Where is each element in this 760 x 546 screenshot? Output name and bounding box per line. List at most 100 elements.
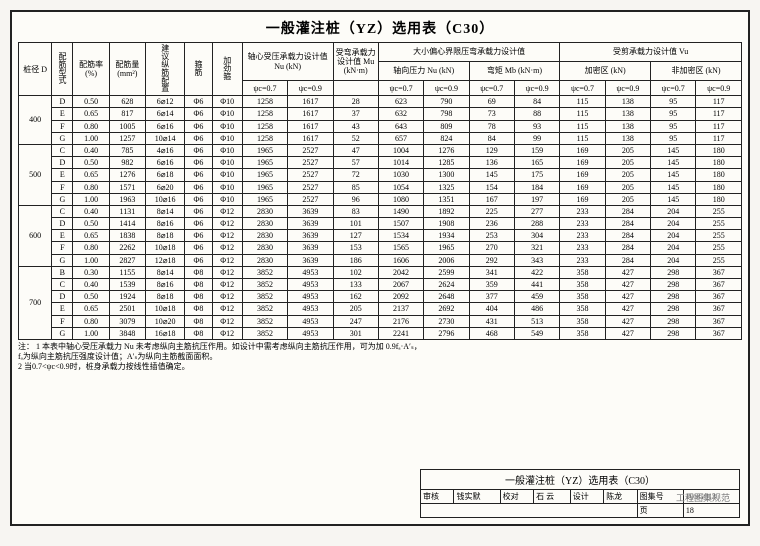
- v-des: 陈龙: [604, 490, 637, 504]
- cell: 549: [514, 327, 559, 339]
- cell: 2006: [424, 254, 469, 266]
- cell: 4953: [288, 303, 333, 315]
- cell: 301: [333, 327, 378, 339]
- table-row: G1.00282712⌀18Φ6Φ12283036391861606200629…: [19, 254, 742, 266]
- cell: 225: [469, 205, 514, 217]
- cell: 205: [605, 157, 650, 169]
- cell: 169: [560, 144, 605, 156]
- cell: 253: [469, 230, 514, 242]
- cell: 0.50: [73, 157, 109, 169]
- cell: 0.65: [73, 169, 109, 181]
- cell: Φ6: [185, 144, 212, 156]
- cell: 2241: [378, 327, 423, 339]
- sheet-frame: 一般灌注桩（YZ）选用表（C30） 桩径 D 配筋型式 配筋率 (%) 配筋量 …: [10, 10, 750, 526]
- hdr-diameter: 桩径 D: [23, 65, 47, 74]
- cell: 115: [560, 120, 605, 132]
- cell: 197: [514, 193, 559, 205]
- cell: 2830: [242, 230, 287, 242]
- cell: 441: [514, 279, 559, 291]
- cell: F: [52, 242, 73, 254]
- hdr-psi09: ψc=0.9: [424, 81, 469, 96]
- cell: 513: [514, 315, 559, 327]
- cell: 1054: [378, 181, 423, 193]
- cell: 1571: [109, 181, 145, 193]
- cell: 255: [696, 230, 742, 242]
- cell: 358: [560, 291, 605, 303]
- cell: 162: [333, 291, 378, 303]
- cell: 204: [651, 218, 696, 230]
- cell: D: [52, 157, 73, 169]
- cell: 1539: [109, 279, 145, 291]
- cell: 6⌀16: [146, 120, 185, 132]
- cell: 1617: [288, 108, 333, 120]
- cell: 1014: [378, 157, 423, 169]
- cell: 57: [333, 157, 378, 169]
- cell: 96: [333, 193, 378, 205]
- hdr-shear: 受剪承载力设计值 Vu: [613, 47, 688, 56]
- cell: 3852: [242, 303, 287, 315]
- hdr-shear-sparse: 非加密区 (kN): [671, 66, 720, 75]
- cell: 95: [651, 120, 696, 132]
- cell: 1965: [242, 181, 287, 193]
- cell: 138: [605, 108, 650, 120]
- cell: 1414: [109, 218, 145, 230]
- cell: 204: [651, 230, 696, 242]
- cell: 84: [514, 96, 559, 108]
- cell: Φ12: [212, 242, 242, 254]
- cell: 6⌀14: [146, 108, 185, 120]
- cell: 3852: [242, 279, 287, 291]
- table-row: E0.658176⌀14Φ6Φ1012581617376327987388115…: [19, 108, 742, 120]
- cell: 0.80: [73, 120, 109, 132]
- cell: Φ8: [185, 303, 212, 315]
- cell: G: [52, 132, 73, 144]
- cell: Φ8: [185, 291, 212, 303]
- table-row: 400D0.506286⌀12Φ6Φ1012581617286237906984…: [19, 96, 742, 108]
- cell: 798: [424, 108, 469, 120]
- cell: 2262: [109, 242, 145, 254]
- cell: 377: [469, 291, 514, 303]
- cell: 2830: [242, 242, 287, 254]
- lbl-chk2: 校对: [500, 490, 533, 504]
- cell: 83: [333, 205, 378, 217]
- cell: 358: [560, 315, 605, 327]
- cell: 8⌀14: [146, 266, 185, 278]
- cell: 84: [469, 132, 514, 144]
- cell: Φ6: [185, 181, 212, 193]
- cell: Φ10: [212, 108, 242, 120]
- v-chk2: 石 云: [534, 490, 571, 504]
- cell: 3639: [288, 230, 333, 242]
- selection-table: 桩径 D 配筋型式 配筋率 (%) 配筋量 (mm²) 建议纵筋配置 箍筋 加劲…: [18, 42, 742, 340]
- table-row: E0.6518388⌀18Φ6Φ122830363912715341934253…: [19, 230, 742, 242]
- cell: Φ6: [185, 108, 212, 120]
- cell: 367: [696, 327, 742, 339]
- cell: 233: [560, 205, 605, 217]
- cell: 1490: [378, 205, 423, 217]
- cell: 367: [696, 315, 742, 327]
- cell: 101: [333, 218, 378, 230]
- cell: 4953: [288, 327, 333, 339]
- cell: 0.40: [73, 279, 109, 291]
- hdr-reinf-type: 配筋型式: [58, 52, 67, 84]
- cell: 169: [560, 157, 605, 169]
- title-block-title: 一般灌注桩（YZ）选用表（C30）: [420, 469, 740, 489]
- table-row: 500C0.407854⌀16Φ6Φ1019652527471004127612…: [19, 144, 742, 156]
- cell: 255: [696, 254, 742, 266]
- cell: 153: [333, 242, 378, 254]
- cell: 255: [696, 242, 742, 254]
- cell: 145: [651, 181, 696, 193]
- cell: 233: [560, 242, 605, 254]
- cell: 4⌀16: [146, 144, 185, 156]
- cell: 73: [469, 108, 514, 120]
- cell: 16⌀18: [146, 327, 185, 339]
- cell: 6⌀18: [146, 169, 185, 181]
- cell: D: [52, 291, 73, 303]
- cell: Φ12: [212, 205, 242, 217]
- cell: 2137: [378, 303, 423, 315]
- cell: 3639: [288, 242, 333, 254]
- cell: 0.50: [73, 218, 109, 230]
- cell: 1908: [424, 218, 469, 230]
- cell: G: [52, 193, 73, 205]
- table-row: F0.8010056⌀16Φ6Φ101258161743643809789311…: [19, 120, 742, 132]
- cell: 1258: [242, 96, 287, 108]
- cell: Φ6: [185, 230, 212, 242]
